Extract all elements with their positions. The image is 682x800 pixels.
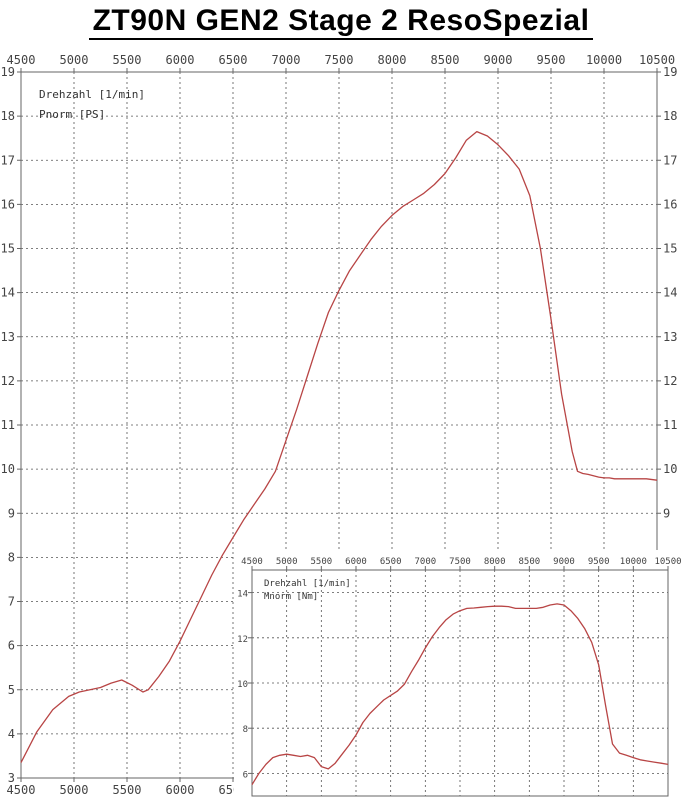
- inset-x-tick-label: 7000: [414, 557, 436, 567]
- inset-x-tick-label: 8000: [484, 557, 506, 567]
- main-y-tick-label: 6: [8, 639, 15, 653]
- main-y-tick-label: 17: [663, 153, 677, 167]
- main-y-tick-label: 12: [663, 374, 677, 388]
- main-legend-entry: Pnorm [PS]: [39, 108, 105, 121]
- inset-x-tick-label: 7500: [449, 557, 471, 567]
- inset-x-tick-label: 9500: [588, 557, 610, 567]
- main-y-tick-label: 12: [1, 374, 15, 388]
- main-x-tick-label: 9000: [484, 53, 513, 67]
- main-series-line: [20, 130, 658, 763]
- inset-torque-chart: 4500 5000 5500 6000 6500 7000 7500 8000 8500 9000…: [234, 550, 682, 800]
- inset-x-tick-label: 5000: [276, 557, 298, 567]
- inset-x-tick-label: 9000: [553, 557, 575, 567]
- main-y-tick-label: 17: [1, 153, 15, 167]
- main-legend-entry: Drehzahl [1/min]: [39, 88, 145, 101]
- main-x-tick-label: 4500: [7, 53, 36, 67]
- main-y-tick-label: 7: [8, 595, 15, 609]
- main-x-tick-label: 8000: [378, 53, 407, 67]
- inset-x-tick-label: 10000: [620, 557, 647, 567]
- main-x-tick-label: 5000: [60, 53, 89, 67]
- main-y-tick-label: 4: [8, 727, 15, 741]
- inset-y-tick-label: 6: [243, 770, 248, 780]
- main-x-tick-label: 7500: [325, 53, 354, 67]
- main-y-tick-label: 14: [663, 286, 677, 300]
- main-x-tick-label: 10500: [639, 53, 675, 67]
- main-x-tick-label: 6000: [166, 783, 195, 797]
- main-y-tick-label: 15: [663, 242, 677, 256]
- inset-x-tick-label: 4500: [241, 557, 263, 567]
- main-x-tick-label: 4500: [7, 783, 36, 797]
- inset-y-tick-label: 14: [237, 590, 248, 600]
- inset-y-tick-label: 10: [237, 680, 248, 690]
- main-x-tick-label: 6500: [219, 53, 248, 67]
- main-y-tick-label: 5: [8, 683, 15, 697]
- main-x-tick-label: 6000: [166, 53, 195, 67]
- main-x-tick-label: 5000: [60, 783, 89, 797]
- main-x-tick-label: 9500: [537, 53, 566, 67]
- main-x-tick-label: 8500: [431, 53, 460, 67]
- inset-legend-entry: Mnorm [Nm]: [264, 592, 318, 602]
- main-y-tick-label: 14: [1, 286, 15, 300]
- main-x-tick-label: 7000: [272, 53, 301, 67]
- inset-legend-entry: Drehzahl [1/min]: [264, 579, 351, 589]
- inset-background: [234, 550, 682, 800]
- inset-x-tick-label: 8500: [518, 557, 540, 567]
- inset-y-tick-label: 8: [243, 725, 248, 735]
- main-y-tick-label: 19: [663, 65, 677, 79]
- main-y-tick-label: 19: [1, 65, 15, 79]
- main-y-tick-label: 9: [663, 506, 670, 520]
- main-x-tick-label: 5500: [113, 53, 142, 67]
- main-y-tick-label: 11: [663, 418, 677, 432]
- inset-x-tick-label: 6000: [345, 557, 367, 567]
- inset-x-tick-label: 6500: [380, 557, 402, 567]
- main-x-tick-label: 5500: [113, 783, 142, 797]
- main-y-tick-label: 15: [1, 242, 15, 256]
- main-y-tick-label: 10: [663, 462, 677, 476]
- main-y-tick-label: 18: [1, 109, 15, 123]
- main-y-tick-label: 10: [1, 462, 15, 476]
- chart-title: ZT90N GEN2 Stage 2 ResoSpezial: [0, 4, 682, 40]
- main-y-tick-label: 13: [663, 330, 677, 344]
- main-y-tick-label: 3: [8, 771, 15, 785]
- main-y-tick-label: 16: [663, 197, 677, 211]
- inset-x-tick-label: 10500: [654, 557, 681, 567]
- inset-x-tick-label: 5500: [310, 557, 332, 567]
- main-y-tick-label: 13: [1, 330, 15, 344]
- inset-y-tick-label: 12: [237, 635, 248, 645]
- main-y-tick-label: 9: [8, 506, 15, 520]
- main-y-tick-label: 18: [663, 109, 677, 123]
- main-y-tick-label: 11: [1, 418, 15, 432]
- main-x-tick-label: 10000: [586, 53, 622, 67]
- main-y-tick-label: 8: [8, 550, 15, 564]
- main-y-tick-label: 16: [1, 197, 15, 211]
- inset-series-line: [251, 603, 669, 786]
